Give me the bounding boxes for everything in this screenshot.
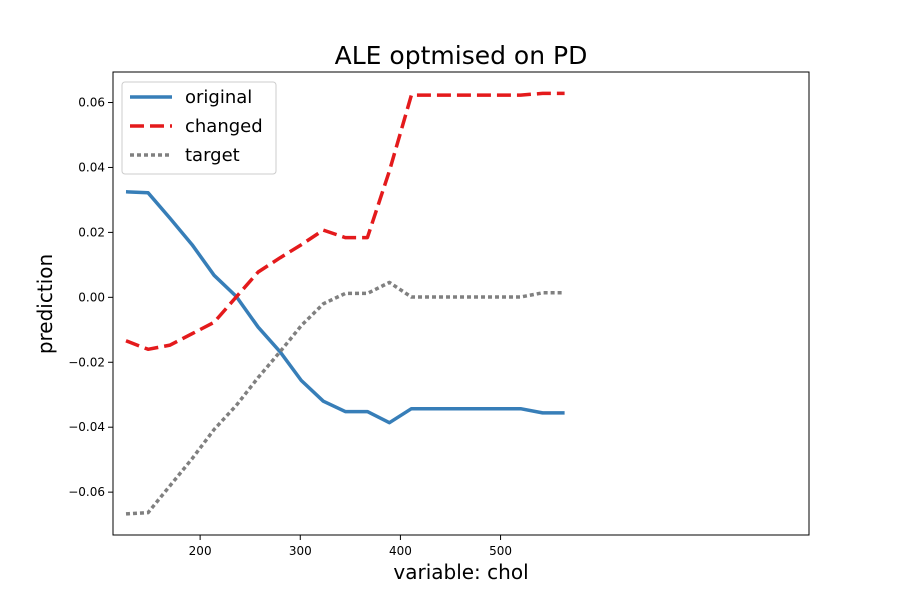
- x-tick-label: 500: [489, 544, 512, 558]
- y-tick-label: 0.06: [78, 96, 105, 110]
- x-tick-label: 200: [189, 544, 212, 558]
- x-axis-label: variable: chol: [393, 560, 528, 584]
- legend: original changed target: [121, 81, 277, 175]
- series-layer: [125, 91, 565, 516]
- legend-label-target: target: [185, 145, 240, 166]
- legend-label-original: original: [185, 87, 252, 108]
- y-tick-label: −0.06: [68, 485, 105, 499]
- y-tick-label: −0.02: [68, 355, 105, 369]
- y-tick-label: 0.02: [78, 225, 105, 239]
- chart-title: ALE optmised on PD: [335, 41, 588, 70]
- plot-frame: [112, 71, 810, 536]
- legend-box: [121, 81, 277, 175]
- series-line-changed: [125, 91, 565, 352]
- series-line-target: [125, 280, 565, 516]
- x-axis-ticks: 200 300 400 500: [189, 535, 512, 558]
- x-tick-label: 400: [389, 544, 412, 558]
- y-tick-label: −0.04: [68, 420, 105, 434]
- series-line-original: [125, 190, 565, 425]
- y-tick-label: 0.00: [78, 290, 105, 304]
- y-axis-label: prediction: [33, 254, 57, 354]
- legend-label-changed: changed: [185, 116, 263, 137]
- y-tick-label: 0.04: [78, 160, 105, 174]
- x-tick-label: 300: [289, 544, 312, 558]
- y-axis-ticks: −0.06 −0.04 −0.02 0.00 0.02 0.04 0.06: [68, 96, 113, 499]
